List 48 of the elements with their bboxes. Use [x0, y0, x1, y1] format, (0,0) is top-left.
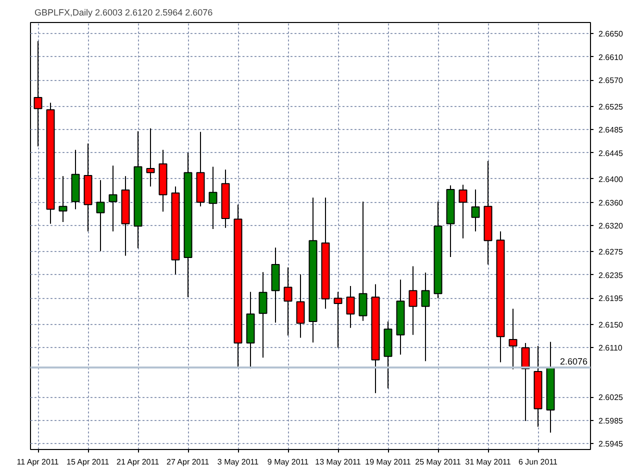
- candlestick: [296, 274, 305, 338]
- x-tick-label: 6 Jun 2011: [518, 458, 558, 466]
- y-tick-label: 2.5985: [598, 416, 624, 426]
- candlestick: [108, 165, 118, 232]
- x-tick-label: 27 Apr 2011: [166, 458, 210, 466]
- x-tick-label: 15 Apr 2011: [66, 458, 110, 466]
- x-tick-label: 13 May 2011: [315, 458, 362, 466]
- y-tick-label: 2.5945: [598, 440, 624, 449]
- y-tick-label: 2.6400: [598, 174, 624, 184]
- x-tick-label: 21 Apr 2011: [116, 458, 160, 466]
- y-tick-label: 2.6150: [598, 320, 624, 330]
- y-tick-label: 2.6610: [598, 52, 624, 62]
- y-tick-label: 2.6445: [598, 148, 624, 158]
- y-tick-label: 2.6525: [598, 102, 624, 112]
- candlestick: [458, 184, 468, 239]
- candlestick: [146, 128, 155, 188]
- candlestick: [258, 272, 268, 358]
- candlestick: [421, 272, 430, 362]
- candlestick: [284, 266, 292, 336]
- x-tick-label: 25 May 2011: [415, 458, 462, 466]
- y-tick-label: 2.6275: [598, 248, 624, 257]
- x-tick-label: 9 May 2011: [267, 458, 310, 466]
- candlestick: [346, 286, 355, 328]
- x-tick-label: 19 May 2011: [365, 458, 412, 466]
- candlestick: [521, 342, 530, 422]
- x-tick-label: 3 May 2011: [217, 458, 260, 466]
- y-tick-label: 2.6235: [598, 270, 624, 280]
- y-tick-label: 2.6320: [598, 222, 624, 231]
- y-tick-label: 2.6360: [598, 198, 624, 208]
- y-tick-label: 2.6025: [598, 393, 624, 402]
- y-tick-label: 2.6570: [598, 76, 624, 86]
- candlestick: [471, 188, 480, 232]
- y-tick-label: 2.6195: [598, 294, 624, 304]
- x-tick-label: 31 May 2011: [465, 458, 512, 466]
- candlestick: [358, 201, 368, 322]
- candlestick: [96, 180, 105, 252]
- chart-title: GBPLFX,Daily 2.6003 2.6120 2.5964 2.6076: [34, 8, 213, 18]
- y-tick-label: 2.6650: [598, 30, 624, 39]
- x-tick-label: 11 Apr 2011: [16, 458, 60, 466]
- candlestick: [58, 176, 68, 223]
- y-tick-label: 2.6485: [598, 126, 624, 135]
- candlestick: [334, 291, 342, 348]
- ref-line-label: 2.6076: [560, 356, 588, 366]
- candlestick: [34, 40, 42, 147]
- candlestick: [508, 308, 518, 370]
- candlestick: [208, 166, 218, 230]
- candlestick: [408, 266, 418, 336]
- y-tick-label: 2.6110: [598, 344, 623, 353]
